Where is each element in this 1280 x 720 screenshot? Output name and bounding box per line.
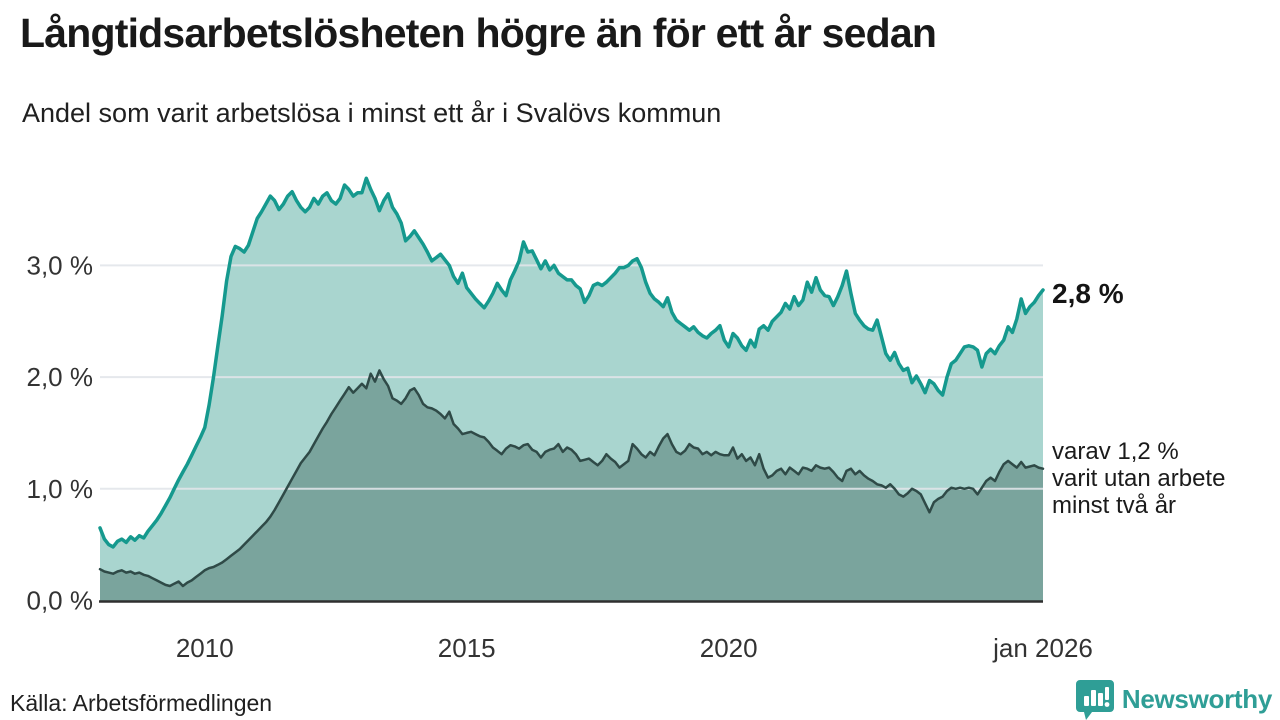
secondary-series-label: varav 1,2 % varit utan arbete minst två … (1052, 438, 1225, 519)
secondary-series-label-line3: minst två år (1052, 492, 1177, 519)
series-line-0 (98, 176, 1045, 549)
x-tick-label: jan 2026 (992, 633, 1093, 663)
x-tick-label: 2010 (176, 633, 234, 663)
newsworthy-wordmark: Newsworthy (1121, 683, 1272, 714)
series-area-1 (100, 370, 1043, 601)
y-tick-label: 1,0 % (27, 474, 94, 504)
y-tick-label: 2,0 % (27, 362, 94, 392)
page-subtitle: Andel som varit arbetslösa i minst ett å… (22, 98, 722, 128)
series-line-1 (98, 369, 1045, 588)
x-tick-label: 2015 (438, 633, 496, 663)
end-value-label: 2,8 % (1052, 278, 1124, 309)
newsworthy-logo[interactable]: Newsworthy (1075, 678, 1272, 720)
page-title: Långtidsarbetslösheten högre än för ett … (20, 10, 937, 56)
x-tick-label: 2020 (700, 633, 758, 663)
source-text: Källa: Arbetsförmedlingen (10, 690, 273, 716)
secondary-series-label-line2: varit utan arbete (1052, 465, 1226, 492)
y-tick-label: 0,0 % (27, 586, 94, 616)
newsworthy-chart-bubble-icon (1075, 680, 1114, 720)
y-tick-label: 3,0 % (27, 250, 94, 280)
secondary-series-label-line1: varav 1,2 % (1052, 438, 1179, 465)
